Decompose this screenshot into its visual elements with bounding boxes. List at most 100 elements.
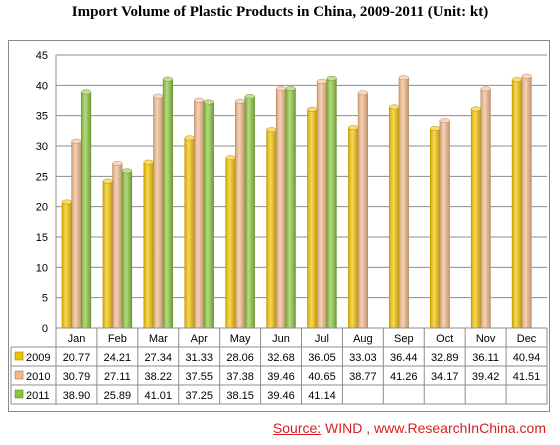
bar-2009-may xyxy=(225,155,236,329)
table-value-2009-sep: 36.44 xyxy=(390,352,418,364)
bar-2010-may xyxy=(235,98,246,329)
bar-2010-oct xyxy=(439,118,450,329)
data-table: Jan Feb Mar Apr May Jun Jul Aug Sep Oct Nov Dec 2009… xyxy=(10,327,548,405)
table-value-2009-nov: 36.11 xyxy=(472,352,499,364)
bar-2011-feb xyxy=(121,168,133,329)
bar-2010-jan xyxy=(71,138,82,329)
x-tick-label: Jun xyxy=(272,333,290,345)
legend-key-2010 xyxy=(14,370,24,380)
legend-key-2011 xyxy=(14,389,24,399)
bar-2009-feb xyxy=(102,178,113,329)
bar-2009-aug xyxy=(348,125,359,329)
bar-2011-apr xyxy=(203,99,214,329)
table-value-2010-jun: 39.46 xyxy=(267,371,295,383)
x-tick-label: Nov xyxy=(476,333,496,345)
x-tick-label: Mar xyxy=(149,333,168,345)
table-value-2010-may: 37.38 xyxy=(226,371,254,383)
table-value-2009-jul: 36.05 xyxy=(308,352,336,364)
table-value-2009-jan: 20.77 xyxy=(63,352,91,364)
y-tick-label: 30 xyxy=(36,141,48,153)
bar-2011-may xyxy=(244,94,255,329)
x-tick-label: Jan xyxy=(68,333,86,345)
bar-2010-mar xyxy=(153,93,164,329)
bar-2011-jul xyxy=(326,75,337,329)
bar-2009-jul xyxy=(307,106,318,329)
table-value-2011-feb: 25.89 xyxy=(104,390,132,402)
legend-label-2009: 2009 xyxy=(26,352,50,364)
y-tick-label: 25 xyxy=(36,171,48,183)
table-value-2009-jun: 32.68 xyxy=(267,352,295,364)
table-value-2011-jun: 39.46 xyxy=(267,390,295,402)
bar-2010-sep xyxy=(398,75,409,329)
bar-2009-sep xyxy=(389,104,400,329)
table-value-2010-jul: 40.65 xyxy=(308,371,336,383)
bar-2009-nov xyxy=(470,106,482,329)
bar-2011-jun xyxy=(285,86,296,329)
chart-title: Import Volume of Plastic Products in Chi… xyxy=(71,4,489,20)
legend-key-2009 xyxy=(14,351,24,361)
table-value-2011-mar: 41.01 xyxy=(145,390,173,402)
chart-frame: 0 5 10 15 20 25 30 35 40 45 Jan Feb Mar Apr May Jun Jul… xyxy=(8,40,550,412)
table-value-2011-may: 38.15 xyxy=(226,390,254,402)
table-value-2009-dec: 40.94 xyxy=(513,352,541,364)
y-tick-label: 20 xyxy=(36,202,48,214)
x-tick-label: May xyxy=(230,333,251,345)
y-tick-label: 35 xyxy=(36,111,48,123)
table-value-2010-sep: 41.26 xyxy=(390,371,418,383)
legend-label-2011: 2011 xyxy=(26,390,50,402)
table-value-2011-jul: 41.14 xyxy=(308,390,336,402)
table-value-2010-mar: 38.22 xyxy=(145,371,173,383)
table-value-2009-may: 28.06 xyxy=(226,352,254,364)
bar-2009-jun xyxy=(266,127,277,329)
x-tick-label: Dec xyxy=(517,333,537,345)
table-value-2010-nov: 39.42 xyxy=(472,371,500,383)
y-tick-label: 40 xyxy=(36,80,48,92)
x-tick-label: Feb xyxy=(108,333,127,345)
bar-2009-jan xyxy=(61,199,72,329)
x-tick-label: Jul xyxy=(315,333,329,345)
bars xyxy=(61,73,532,329)
legend-label-2010: 2010 xyxy=(26,371,50,383)
source-note: Source: WIND , www.ResearchInChina.com xyxy=(273,420,546,436)
x-tick-label: Aug xyxy=(353,333,373,345)
table-value-2009-feb: 24.21 xyxy=(104,352,132,364)
bar-2010-feb xyxy=(112,161,123,329)
table-value-2011-apr: 37.25 xyxy=(185,390,213,402)
bar-2009-mar xyxy=(143,159,154,329)
table-value-2010-apr: 37.55 xyxy=(185,371,213,383)
table-value-2009-aug: 33.03 xyxy=(349,352,377,364)
bar-2009-apr xyxy=(184,135,195,329)
chart-svg: 0 5 10 15 20 25 30 35 40 45 Jan Feb Mar Apr May Jun Jul… xyxy=(10,50,548,405)
table-value-2010-jan: 30.79 xyxy=(63,371,91,383)
y-tick-label: 15 xyxy=(36,232,48,244)
table-value-2010-aug: 38.77 xyxy=(349,371,377,383)
source-text: WIND , www.ResearchInChina.com xyxy=(321,420,546,436)
table-value-2009-oct: 32.89 xyxy=(431,352,459,364)
y-tick-label: 10 xyxy=(36,262,48,274)
y-tick-label: 5 xyxy=(42,293,48,305)
bar-2010-jun xyxy=(275,86,287,329)
bar-2010-aug xyxy=(357,90,368,329)
grid-lines xyxy=(56,54,547,329)
source-label: Source: xyxy=(272,420,322,436)
table-value-2009-apr: 31.33 xyxy=(185,352,213,364)
x-tick-label: Oct xyxy=(436,333,453,345)
y-axis: 0 5 10 15 20 25 30 35 40 45 xyxy=(36,50,57,335)
x-tick-label: Sep xyxy=(394,333,414,345)
bar-2010-jul xyxy=(316,78,328,329)
y-tick-label: 45 xyxy=(36,50,48,62)
bar-2010-nov xyxy=(480,86,491,329)
bar-2010-dec xyxy=(521,73,532,329)
y-tick-label: 0 xyxy=(42,323,48,335)
table-value-2010-feb: 27.11 xyxy=(104,371,131,383)
bar-2010-apr xyxy=(194,97,205,329)
x-tick-label: Apr xyxy=(191,333,208,345)
table-value-2009-mar: 27.34 xyxy=(145,352,173,364)
table-value-2010-dec: 41.51 xyxy=(513,371,541,383)
bar-2011-mar xyxy=(162,76,174,329)
bar-2011-jan xyxy=(80,89,92,329)
bar-2009-oct xyxy=(429,126,441,329)
bar-2009-dec xyxy=(511,77,523,329)
table-value-2010-oct: 34.17 xyxy=(431,371,459,383)
table-value-2011-jan: 38.90 xyxy=(63,390,91,402)
